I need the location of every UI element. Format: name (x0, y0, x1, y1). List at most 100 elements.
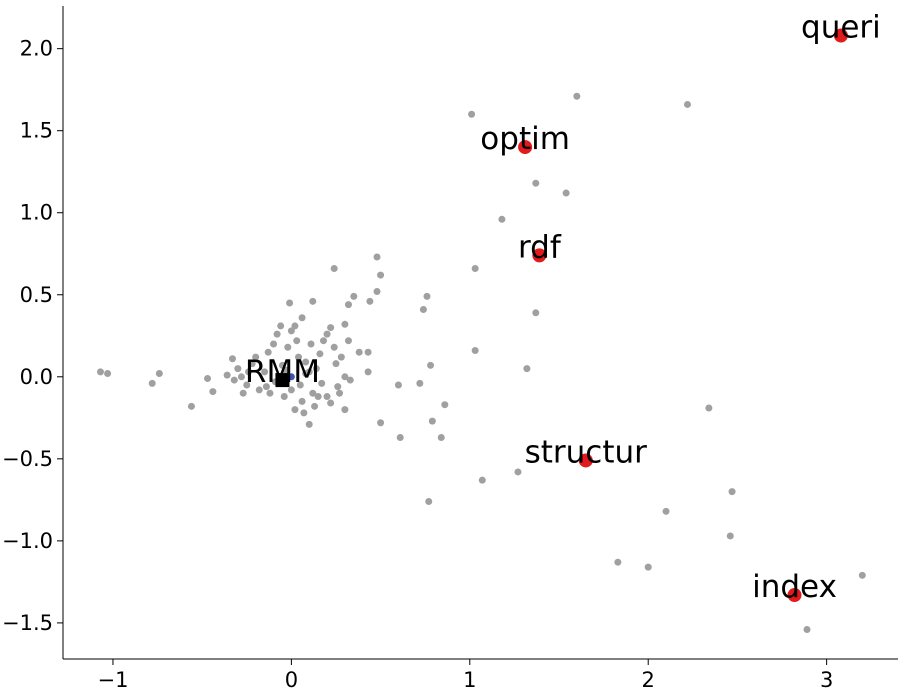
point (280, 392, 288, 400)
point (532, 179, 540, 187)
point (287, 386, 295, 394)
point (316, 350, 324, 358)
point (277, 322, 285, 330)
point (264, 348, 272, 356)
point (330, 265, 338, 273)
point (364, 348, 372, 356)
point (230, 376, 238, 384)
point (237, 373, 245, 381)
x-tick-label: −1 (97, 668, 128, 692)
point (327, 399, 335, 407)
point (350, 292, 358, 300)
point (296, 381, 304, 389)
labeled-point (787, 588, 802, 603)
x-tick-label: 2 (642, 668, 655, 692)
point (332, 360, 340, 368)
point (858, 571, 866, 579)
point (96, 368, 104, 376)
point (309, 297, 317, 305)
point (252, 353, 260, 361)
point (532, 309, 540, 317)
point (248, 360, 256, 368)
point (419, 306, 427, 314)
point (573, 92, 581, 100)
y-tick-label: 1.0 (20, 201, 53, 225)
point (307, 340, 315, 348)
point (278, 361, 286, 369)
point-label: index (752, 569, 837, 605)
point (261, 368, 269, 376)
point (346, 376, 354, 384)
point (728, 488, 736, 496)
point (471, 265, 479, 273)
point (344, 337, 352, 345)
y-tick-label: 0.5 (20, 283, 53, 307)
point (148, 379, 156, 387)
y-tick-label: −0.5 (2, 447, 53, 471)
point (298, 397, 306, 405)
x-tick-label: 0 (285, 668, 298, 692)
point (341, 320, 349, 328)
point (243, 381, 251, 389)
point (204, 374, 212, 382)
point (562, 189, 570, 197)
point (234, 365, 242, 373)
point (423, 292, 431, 300)
point (364, 368, 372, 376)
point (318, 379, 326, 387)
point (425, 497, 433, 505)
y-tick-label: 0.0 (20, 365, 53, 389)
point (377, 419, 385, 427)
point (337, 353, 345, 361)
point (341, 373, 349, 381)
point (523, 365, 531, 373)
point (396, 434, 404, 442)
point (705, 404, 713, 412)
point (295, 353, 303, 361)
point (319, 337, 327, 345)
point (286, 299, 294, 307)
point (373, 287, 381, 295)
x-tick-label: 1 (463, 668, 476, 692)
point (416, 379, 424, 387)
point (155, 370, 163, 378)
point (662, 507, 670, 515)
point (104, 370, 112, 378)
point (302, 370, 310, 378)
point (187, 402, 195, 410)
point (209, 388, 217, 396)
point (683, 100, 691, 108)
y-tick-label: 2.0 (20, 37, 53, 61)
point (291, 322, 299, 330)
point (323, 330, 331, 338)
point (726, 532, 734, 540)
labeled-point (578, 453, 593, 468)
point (302, 358, 310, 366)
labeled-point (518, 140, 533, 155)
point (300, 409, 308, 417)
point (427, 361, 435, 369)
point (239, 389, 247, 397)
point (314, 392, 322, 400)
point (471, 347, 479, 355)
point (355, 348, 363, 356)
point (262, 383, 270, 391)
point (377, 271, 385, 279)
point (334, 383, 342, 391)
point (330, 343, 338, 351)
point (287, 327, 295, 335)
point (327, 324, 335, 332)
point (394, 381, 402, 389)
point (614, 558, 622, 566)
point (293, 337, 301, 345)
point-label: queri (801, 10, 881, 46)
point (803, 625, 811, 633)
point-label: RMM (245, 354, 320, 390)
point (255, 386, 263, 394)
point (245, 368, 253, 376)
x-tick-label: 3 (820, 668, 833, 692)
point (428, 417, 436, 425)
point (498, 215, 506, 223)
